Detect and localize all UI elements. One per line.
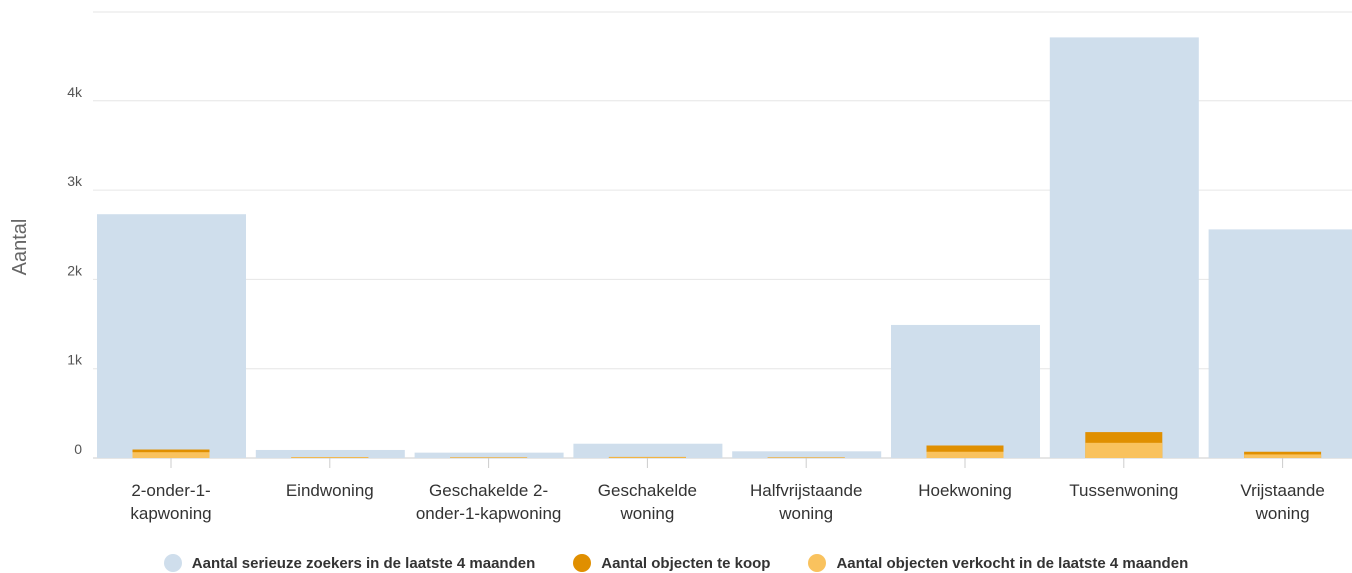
y-tick-label: 3k <box>67 173 83 189</box>
legend-label: Aantal serieuze zoekers in de laatste 4 … <box>191 554 536 572</box>
bar-serieuze-zoekers <box>573 443 723 458</box>
bar-serieuze-zoekers <box>1049 37 1199 458</box>
x-tick-label: woning <box>778 504 833 523</box>
x-axis-ticks: 2-onder-1- kapwoning Eindwoning Geschakelde… <box>130 458 1325 523</box>
legend-item[interactable]: Aantal objecten verkocht in de laatste 4… <box>808 553 1188 573</box>
bar-objecten-verkocht <box>926 451 1004 458</box>
legend-swatch <box>573 554 592 572</box>
bar-serieuze-zoekers <box>414 452 564 458</box>
legend-label: Aantal objecten verkocht in de laatste 4… <box>836 554 1189 572</box>
x-tick-label: onder-1-kapwoning <box>416 504 562 523</box>
legend-item[interactable]: Aantal serieuze zoekers in de laatste 4 … <box>163 553 536 573</box>
legend-swatch <box>808 554 827 572</box>
y-tick-label: 4k <box>67 84 83 100</box>
bar-objecten-verkocht <box>1244 454 1322 458</box>
y-tick-label: 2k <box>67 262 83 278</box>
x-tick-label: Tussenwoning <box>1069 481 1178 500</box>
x-tick-label: Eindwoning <box>286 481 374 500</box>
bar-objecten-verkocht <box>1085 442 1163 458</box>
bar-objecten-verkocht <box>132 452 210 458</box>
legend-label: Aantal objecten te koop <box>601 554 771 572</box>
y-axis-ticks: 0 1k 2k 3k 4k <box>67 84 83 457</box>
x-tick-label: woning <box>1255 504 1310 523</box>
bar-serieuze-zoekers <box>891 324 1040 458</box>
bar-serieuze-zoekers <box>97 214 246 458</box>
bar-serieuze-zoekers <box>1208 229 1352 458</box>
bars <box>97 37 1352 458</box>
y-tick-label: 1k <box>67 352 83 368</box>
x-tick-label: 2-onder-1- <box>131 481 210 500</box>
y-axis-label: Aantal <box>9 219 31 276</box>
bar-objecten-verkocht <box>291 457 369 458</box>
x-tick-label: Geschakelde 2- <box>429 481 548 500</box>
x-tick-label: Vrijstaande <box>1240 481 1324 500</box>
bar-objecten-verkocht <box>608 457 686 458</box>
x-tick-label: Geschakelde <box>598 481 697 500</box>
legend-item[interactable]: Aantal objecten te koop <box>573 553 770 573</box>
bar-serieuze-zoekers <box>255 449 405 458</box>
bar-serieuze-zoekers <box>732 451 882 458</box>
x-tick-label: Hoekwoning <box>918 481 1012 500</box>
legend: Aantal serieuze zoekers in de laatste 4 … <box>0 553 1352 573</box>
legend-swatch <box>163 554 182 572</box>
x-tick-label: Halfvrijstaande <box>750 481 862 500</box>
y-tick-label: 0 <box>74 441 82 457</box>
x-tick-label: woning <box>619 504 674 523</box>
x-tick-label: kapwoning <box>130 504 211 523</box>
